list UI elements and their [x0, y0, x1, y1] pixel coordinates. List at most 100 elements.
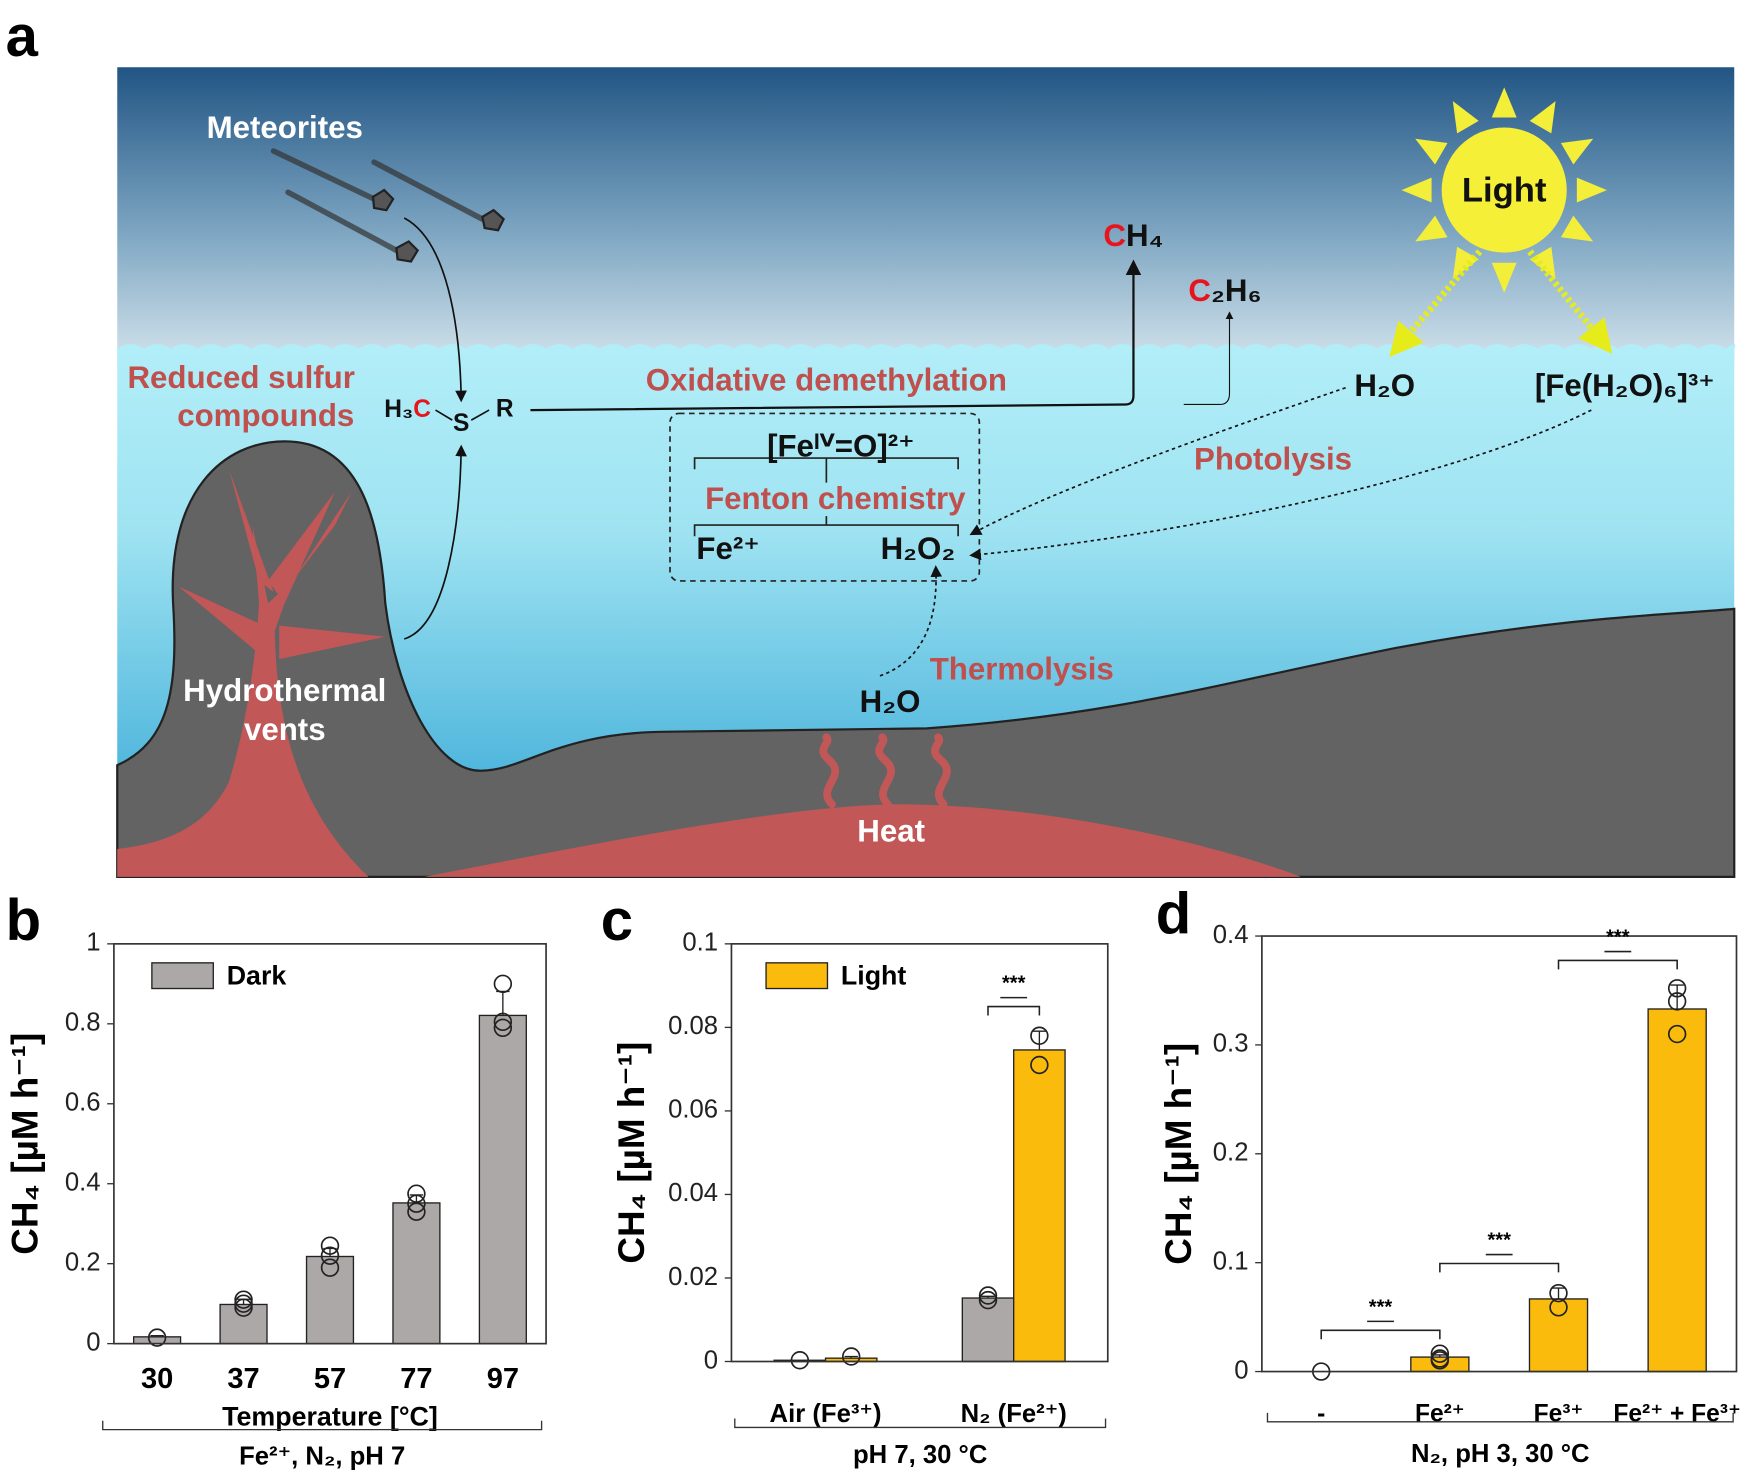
- error-bar: [981, 1295, 995, 1299]
- replicate-point: [841, 1347, 861, 1366]
- label: Fenton chemistry: [705, 481, 966, 516]
- sun-ray: [1491, 87, 1517, 118]
- x-axis-title: Temperature [°C]: [222, 1402, 438, 1432]
- group-bracket: [1266, 1412, 1734, 1423]
- x-tick-label: -: [1317, 1401, 1325, 1428]
- formula: [Fe(H₂O)₆]³⁺: [1535, 368, 1715, 403]
- x-tick-label: 77: [400, 1363, 432, 1395]
- chart: d CH₄ [µM h⁻¹] 0 0.1 0.2 0.3 0.4 - Fe²⁺ Fe³⁺ Fe²⁺ …: [1156, 882, 1741, 1469]
- light-arrow: [1389, 249, 1483, 358]
- error-bar: [1433, 1354, 1447, 1358]
- sun-ray: [1529, 101, 1556, 134]
- photolysis-arrow: [969, 409, 1592, 561]
- x-tick-label: 37: [227, 1363, 259, 1395]
- replicate-point: [320, 1258, 340, 1277]
- chart: c CH₄ [µM h⁻¹] 0 0.02 0.04 0.06 0.08 0.1 Air (Fe…: [601, 888, 1109, 1469]
- label: Meteorites: [207, 110, 363, 145]
- significance-label: ***: [1369, 1296, 1393, 1318]
- legend-swatch: [151, 962, 214, 990]
- bar: [478, 1014, 527, 1345]
- replicate-point: [493, 1018, 513, 1038]
- error-bar: [150, 1334, 164, 1337]
- y-tick-label: 0.2: [65, 1248, 101, 1276]
- plot-frame: [113, 943, 547, 1345]
- significance-label: ***: [1487, 1229, 1511, 1251]
- formula: H₂O: [1354, 368, 1415, 403]
- significance-bracket: [1439, 1253, 1560, 1273]
- meteors: [371, 188, 506, 263]
- group-label: N₂, pH 3, 30 °C: [1411, 1440, 1590, 1468]
- y-tick-label: 0.4: [65, 1169, 101, 1197]
- replicate-point: [493, 974, 513, 994]
- vent-arrow: [403, 444, 467, 640]
- formula: Fe²⁺: [696, 531, 759, 566]
- y-tick-label: 0.04: [668, 1179, 718, 1207]
- x-tick-label: Fe²⁺ + Fe³⁺: [1613, 1401, 1741, 1428]
- bonds: [435, 409, 490, 421]
- replicate-point: [407, 1194, 426, 1213]
- formula: [Feᴵⱽ=O]²⁺: [767, 428, 915, 463]
- label: Hydrothermal: [183, 673, 386, 708]
- y-tick-label: 0.3: [1213, 1030, 1249, 1058]
- y-tick-label: 0.2: [1213, 1139, 1249, 1167]
- formula: H₃C: [384, 397, 431, 424]
- label: Heat: [857, 814, 925, 849]
- y-tick-label: 0: [704, 1346, 718, 1374]
- significance-bracket: [1320, 1320, 1441, 1340]
- replicate-point: [978, 1290, 998, 1310]
- panel-label: a: [6, 4, 39, 69]
- replicate-point: [1430, 1344, 1450, 1363]
- significance-bracket: [1557, 950, 1678, 970]
- panel-label: b: [6, 888, 41, 953]
- y-tick-label: 1: [86, 929, 100, 957]
- label: Photolysis: [1194, 442, 1352, 477]
- x-tick-label: Fe³⁺: [1534, 1401, 1584, 1428]
- label: Light: [1462, 171, 1547, 209]
- sun-ray: [1415, 138, 1448, 165]
- bar: [1013, 1049, 1066, 1363]
- replicate-point: [234, 1298, 253, 1317]
- error-bar: [1551, 1287, 1566, 1299]
- group-label: Fe²⁺, N₂, pH 7: [239, 1442, 405, 1470]
- replicate-point: [1030, 1055, 1049, 1075]
- x-tick-label: 30: [141, 1363, 173, 1395]
- replicate-point: [790, 1351, 810, 1370]
- bar: [133, 1336, 182, 1345]
- error-bar: [844, 1355, 858, 1359]
- replicate-point: [1667, 992, 1687, 1011]
- formula: H₂O₂: [881, 531, 956, 566]
- group-bracket: [734, 1418, 1107, 1429]
- x-tick-label: Fe²⁺: [1415, 1401, 1465, 1428]
- fenton-box: [669, 412, 981, 582]
- plot-frame: [1261, 935, 1738, 1373]
- bar: [961, 1297, 1015, 1363]
- heat-waves: [819, 733, 951, 809]
- y-tick-label: 0.4: [1213, 921, 1249, 949]
- sun-ray: [1560, 138, 1594, 165]
- label: Thermolysis: [930, 652, 1114, 687]
- x-tick-label: 57: [314, 1363, 346, 1395]
- y-tick-label: 0.8: [65, 1009, 101, 1037]
- brackets: [693, 457, 959, 537]
- replicate-point: [1667, 1024, 1687, 1044]
- significance-label: ***: [1606, 926, 1630, 948]
- panel-label: c: [601, 888, 633, 953]
- label: Oxidative demethylation: [646, 362, 1007, 397]
- replicate-point: [407, 1202, 426, 1221]
- replicate-point: [978, 1286, 998, 1305]
- replicate-point: [1430, 1349, 1450, 1368]
- formula: C₂H₆: [1188, 273, 1261, 308]
- panel-label: d: [1156, 882, 1191, 947]
- bar: [305, 1255, 355, 1345]
- formula: CH₄: [1103, 218, 1163, 253]
- magma: [424, 804, 1301, 877]
- scene: a Meteorites Light Reduced sulfur compou…: [6, 4, 1736, 878]
- error-bar: [1032, 1030, 1047, 1050]
- y-axis-title: CH₄ [µM h⁻¹]: [5, 1033, 46, 1255]
- error-bar: [496, 990, 510, 1016]
- thermolysis-arrow: [879, 565, 943, 677]
- replicate-point: [234, 1294, 253, 1313]
- replicate-point: [320, 1246, 340, 1265]
- x-tick-label: Air (Fe³⁺): [770, 1400, 882, 1428]
